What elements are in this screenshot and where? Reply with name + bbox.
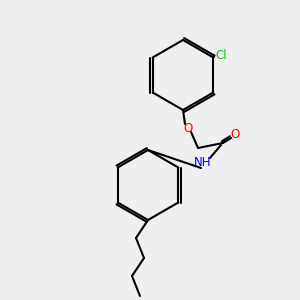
Text: O: O	[183, 122, 193, 134]
Text: Cl: Cl	[215, 49, 227, 62]
Text: NH: NH	[194, 157, 212, 169]
Text: O: O	[230, 128, 240, 142]
